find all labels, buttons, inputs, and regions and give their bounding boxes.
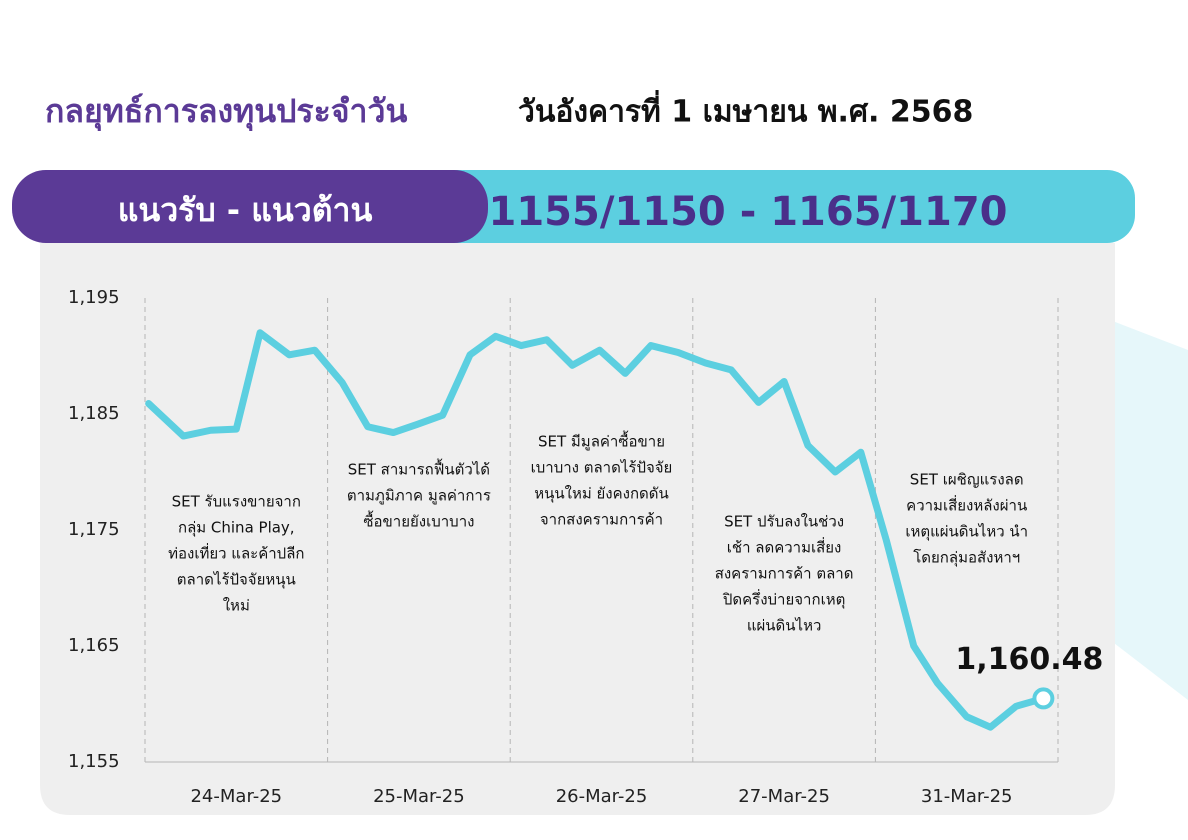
annotation: แผ่นดินไหว [747, 617, 822, 635]
annotation: เช้า ลดความเสี่ยง [727, 537, 842, 557]
x-tick-label: 27-Mar-25 [738, 786, 830, 807]
chart-panel [40, 243, 1115, 815]
annotation: ตลาดไร้ปัจจัยหนุน [177, 571, 296, 590]
annotation: จากสงครามการค้า [540, 511, 663, 529]
x-tick-label: 24-Mar-25 [190, 786, 282, 807]
price-line [145, 329, 1047, 731]
band-range: 1155/1150 - 1165/1170 [489, 189, 1008, 235]
title: กลยุทธ์การลงทุนประจำวัน [45, 92, 407, 132]
annotation: กลุ่ม China Play, [178, 519, 295, 538]
annotation: SET มีมูลค่าซื้อขาย [538, 431, 665, 451]
x-tick-label: 31-Mar-25 [921, 786, 1013, 807]
annotation: หนุนใหม่ ยังคงกดดัน [534, 485, 669, 504]
annotation: SET เผชิญแรงลด [910, 471, 1024, 489]
annotation: ความเสี่ยงหลังผ่าน [906, 495, 1027, 515]
label-band [12, 170, 488, 243]
value-label: 1,160.48 [955, 642, 1103, 677]
annotation: ปิดครึ่งบ่ายจากเหตุ [722, 589, 845, 610]
annotation: สงครามการค้า ตลาด [715, 565, 854, 583]
annotation: เบาบาง ตลาดไร้ปัจจัย [531, 459, 673, 477]
decoration [1110, 320, 1188, 700]
y-tick-label: 1,185 [68, 403, 120, 424]
annotation: เหตุแผ่นดินไหว นำ [905, 523, 1028, 542]
annotation: ท่องเที่ยว และค้าปลีก [168, 543, 304, 563]
x-tick-label: 25-Mar-25 [373, 786, 465, 807]
annotation: ใหม่ [223, 597, 250, 615]
date: วันอังคารที่ 1 เมษายน พ.ศ. 2568 [518, 90, 973, 130]
last-point [1032, 687, 1055, 710]
y-tick-label: 1,175 [68, 519, 120, 540]
y-tick-label: 1,155 [68, 751, 120, 772]
annotation: ตามภูมิภาค มูลค่าการ [347, 487, 491, 505]
annotation: SET รับแรงขายจาก [172, 493, 301, 511]
annotation: ซื้อขายยังเบาบาง [363, 511, 474, 531]
range-band [420, 170, 1135, 243]
x-tick-label: 26-Mar-25 [556, 786, 648, 807]
y-tick-label: 1,195 [68, 287, 120, 308]
y-tick-label: 1,165 [68, 635, 120, 656]
annotation: SET สามารถฟื้นตัวได้ [348, 459, 490, 479]
annotation: SET ปรับลงในช่วง [724, 513, 844, 531]
band-label: แนวรับ - แนวต้าน [118, 191, 373, 229]
annotation: โดยกลุ่มอสังหาฯ [913, 549, 1020, 568]
